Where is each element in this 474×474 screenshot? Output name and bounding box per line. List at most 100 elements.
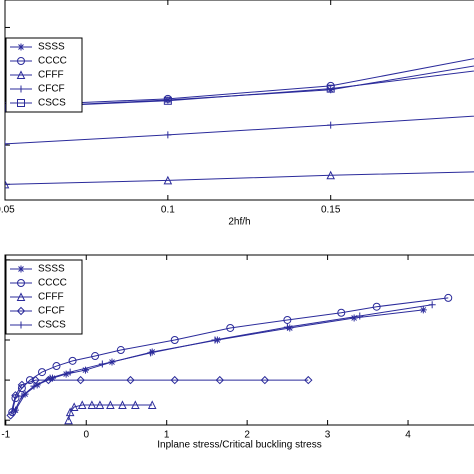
x-tick-label: 1: [164, 430, 170, 441]
data-point: [5, 140, 9, 148]
x-tick-label: 0: [83, 430, 89, 441]
data-point: [44, 375, 53, 385]
legend-marker: [17, 321, 25, 329]
legend-label: CCCC: [38, 56, 67, 67]
data-point: [38, 368, 47, 377]
legend-label: CCCC: [38, 278, 67, 289]
data-point: [62, 370, 70, 378]
series-line: [5, 171, 474, 185]
data-point: [131, 400, 140, 409]
legend-marker: [16, 292, 26, 301]
legend-marker: [17, 279, 25, 287]
data-point: [91, 352, 100, 361]
data-point: [64, 415, 73, 425]
data-point: [215, 375, 224, 385]
data-point: [95, 400, 105, 409]
data-point: [164, 96, 172, 104]
data-point: [356, 312, 364, 320]
x-tick-label: 4: [405, 430, 411, 441]
data-point: [126, 375, 135, 385]
data-point: [286, 324, 294, 332]
series-line: [10, 379, 309, 416]
series-line: [5, 70, 474, 109]
x-tick-label: 0.05: [0, 205, 15, 216]
x-tick-label: 0.15: [321, 205, 341, 216]
legend-marker: [17, 85, 25, 93]
data-point: [163, 96, 172, 105]
data-point: [30, 382, 38, 390]
data-point: [17, 380, 27, 390]
data-point: [81, 366, 89, 374]
data-point: [304, 375, 313, 385]
data-point: [46, 374, 54, 382]
legend-label: CSCS: [38, 98, 66, 109]
data-point: [164, 131, 172, 139]
data-point: [326, 170, 336, 180]
plot-frame: [4, 254, 474, 426]
data-point: [10, 408, 18, 416]
data-point: [106, 400, 115, 409]
legend-marker: [16, 306, 26, 316]
data-point: [337, 308, 346, 317]
plot-area: [6, 293, 453, 425]
data-point: [116, 346, 125, 355]
data-point: [327, 121, 335, 129]
data-point: [5, 179, 10, 189]
legend-label: CSCS: [38, 320, 66, 331]
data-point: [66, 368, 74, 376]
legend-label: CFCF: [38, 306, 65, 317]
data-point: [163, 175, 173, 185]
legend-label: SSSS: [38, 264, 65, 275]
x-axis-label: Inplane stress/Critical buckling stress: [157, 440, 322, 451]
series-line: [5, 115, 474, 145]
data-point: [147, 400, 157, 409]
data-point: [444, 293, 453, 302]
data-point: [170, 375, 179, 385]
data-point: [211, 336, 219, 344]
legend-label: CFFF: [38, 292, 64, 303]
x-tick-label: -1: [1, 430, 10, 441]
data-point: [118, 400, 127, 409]
legend-label: CFCF: [38, 84, 65, 95]
data-point: [350, 314, 358, 322]
data-point: [6, 411, 15, 420]
legend-label: SSSS: [38, 42, 65, 53]
data-point: [87, 400, 97, 409]
x-axis-label: 2hf/h: [228, 217, 250, 228]
data-point: [31, 375, 40, 385]
data-point: [69, 402, 79, 411]
data-point: [52, 362, 61, 371]
legend-marker: [16, 70, 26, 79]
data-point: [25, 376, 34, 385]
data-point: [147, 349, 155, 357]
data-point: [98, 360, 106, 368]
data-point: [77, 400, 87, 409]
data-point: [65, 407, 75, 417]
plot-area: [5, 58, 474, 189]
data-point: [428, 301, 436, 309]
data-point: [11, 391, 20, 400]
data-point: [76, 375, 85, 385]
x-tick-label: 2: [244, 430, 250, 441]
legend-marker: [17, 57, 25, 65]
x-tick-label: 0.1: [161, 205, 175, 216]
data-point: [372, 302, 381, 311]
data-point: [226, 323, 235, 332]
legend-marker: [17, 43, 25, 51]
data-point: [283, 315, 292, 324]
data-point: [68, 356, 77, 365]
data-point: [419, 306, 427, 314]
legend-marker: [17, 265, 25, 273]
data-point: [21, 390, 29, 398]
x-tick-label: 3: [325, 430, 331, 441]
data-point: [326, 84, 335, 93]
series-line: [68, 404, 153, 421]
data-point: [18, 392, 26, 400]
plot-frame: [4, 0, 474, 201]
data-point: [283, 323, 291, 331]
data-point: [260, 375, 270, 385]
data-point: [170, 336, 179, 344]
series-line: [5, 58, 474, 107]
